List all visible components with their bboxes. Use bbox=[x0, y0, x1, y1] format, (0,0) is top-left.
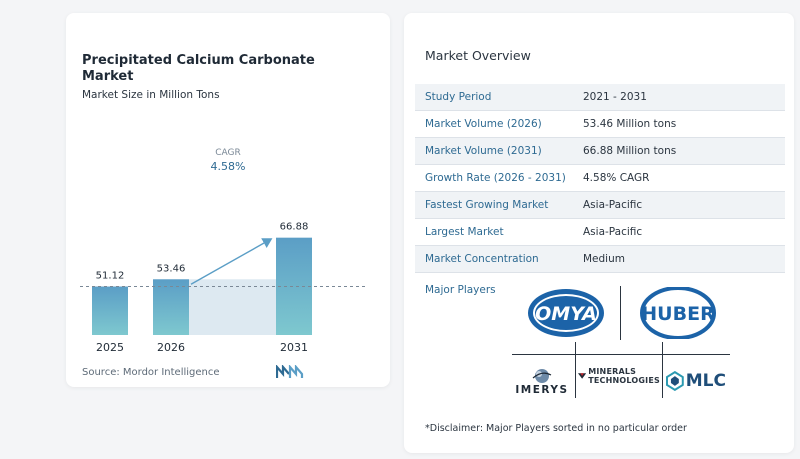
value-label-2025: 51.12 bbox=[96, 271, 125, 282]
overview-row: Market Concentration Medium bbox=[415, 246, 785, 273]
bar-chart: 51.12 53.46 66.88 2025 2026 2031 CAGR 4.58% bbox=[80, 148, 366, 354]
bar-2025 bbox=[92, 286, 128, 335]
category-label-2026: 2026 bbox=[157, 341, 185, 354]
overview-row-value: 66.88 Million tons bbox=[583, 145, 677, 157]
disclaimer: *Disclaimer: Major Players sorted in no … bbox=[425, 423, 687, 434]
overview-row-label: Growth Rate (2026 - 2031) bbox=[425, 172, 566, 184]
overview-row-value: Asia-Pacific bbox=[583, 199, 643, 211]
chart-subtitle: Market Size in Million Tons bbox=[82, 89, 220, 101]
chart-title: Precipitated Calcium Carbonate Market bbox=[82, 53, 315, 84]
overview-row: Largest Market Asia-Pacific bbox=[415, 219, 785, 246]
cagr-arrow bbox=[190, 238, 273, 285]
overview-row-value: Asia-Pacific bbox=[583, 226, 643, 238]
overview-row-value: 53.46 Million tons bbox=[583, 118, 677, 130]
imerys-logo-text: IMERYS bbox=[515, 384, 569, 396]
minerals-technologies-icon bbox=[578, 373, 587, 379]
minerals-technologies-logo: MINERALS TECHNOLOGIES bbox=[578, 366, 660, 386]
mlc-logo: MLC bbox=[666, 368, 726, 394]
omya-logo-text: OMYA bbox=[535, 303, 597, 325]
omya-logo-icon: OMYA bbox=[528, 289, 604, 337]
overview-row: Study Period 2021 - 2031 bbox=[415, 84, 785, 111]
overview-row: Growth Rate (2026 - 2031) 4.58% CAGR bbox=[415, 165, 785, 192]
mlc-logo-text: MLC bbox=[685, 371, 726, 391]
logo-divider bbox=[512, 354, 730, 355]
overview-row-label: Market Volume (2026) bbox=[425, 118, 542, 130]
overview-title: Market Overview bbox=[425, 48, 531, 63]
omya-logo: OMYA bbox=[526, 287, 606, 339]
overview-row-value: 2021 - 2031 bbox=[583, 91, 647, 103]
logo-divider bbox=[662, 342, 663, 398]
huber-logo: HUBER bbox=[640, 287, 716, 339]
imerys-swirl-icon bbox=[532, 369, 552, 383]
value-label-2026: 53.46 bbox=[157, 263, 186, 274]
category-label-2031: 2031 bbox=[280, 341, 308, 354]
huber-logo-icon: HUBER bbox=[640, 287, 716, 339]
overview-row-value: Medium bbox=[583, 253, 625, 265]
overview-row-label: Study Period bbox=[425, 91, 492, 103]
overview-row-label: Market Concentration bbox=[425, 253, 539, 265]
major-players-label: Major Players bbox=[425, 284, 496, 296]
minerals-logo-line2: TECHNOLOGIES bbox=[588, 376, 660, 385]
projection-area bbox=[189, 279, 276, 335]
overview-table: Study Period 2021 - 2031 Market Volume (20… bbox=[415, 84, 785, 273]
chart-source: Source: Mordor Intelligence bbox=[82, 367, 220, 378]
overview-row-label: Largest Market bbox=[425, 226, 504, 238]
cagr-value: 4.58% bbox=[211, 160, 246, 173]
bar-2031 bbox=[276, 237, 312, 335]
value-label-2031: 66.88 bbox=[280, 222, 309, 233]
cagr-label: CAGR bbox=[215, 148, 241, 158]
imerys-logo: IMERYS bbox=[514, 365, 570, 399]
overview-row-label: Market Volume (2031) bbox=[425, 145, 542, 157]
overview-row-value: 4.58% CAGR bbox=[583, 172, 650, 184]
bar-2026 bbox=[153, 279, 189, 335]
overview-row-label: Fastest Growing Market bbox=[425, 199, 549, 211]
mordor-logo-icon bbox=[276, 365, 304, 378]
overview-row: Market Volume (2026) 53.46 Million tons bbox=[415, 111, 785, 138]
category-label-2025: 2025 bbox=[96, 341, 124, 354]
logo-divider bbox=[575, 342, 576, 398]
mlc-logo-icon bbox=[666, 371, 684, 391]
huber-logo-text: HUBER bbox=[641, 303, 715, 325]
minerals-logo-line1: MINERALS bbox=[588, 367, 637, 376]
overview-row: Market Volume (2031) 66.88 Million tons bbox=[415, 138, 785, 165]
logo-divider bbox=[620, 286, 621, 340]
overview-row: Fastest Growing Market Asia-Pacific bbox=[415, 192, 785, 219]
